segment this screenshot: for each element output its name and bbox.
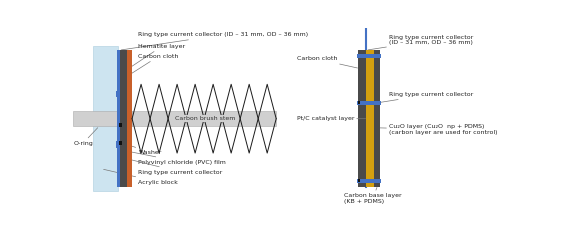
- Text: O-ring: O-ring: [73, 128, 98, 146]
- Bar: [357, 179, 360, 182]
- Text: Ring type current collector (ID – 31 mm, OD – 36 mm): Ring type current collector (ID – 31 mm,…: [121, 32, 308, 50]
- Text: Pt/C catalyst layer: Pt/C catalyst layer: [297, 116, 366, 121]
- Text: Acrylic block: Acrylic block: [104, 169, 178, 184]
- Bar: [357, 102, 360, 104]
- Text: Ring type current collector
(ID – 31 mm, OD – 36 mm): Ring type current collector (ID – 31 mm,…: [368, 35, 473, 50]
- Bar: [117, 50, 120, 188]
- Bar: [73, 111, 132, 126]
- Text: Carbon cloth: Carbon cloth: [123, 54, 179, 79]
- Text: Ring type current collector: Ring type current collector: [118, 157, 223, 175]
- Text: Polyvinyl chloride (PVC) film: Polyvinyl chloride (PVC) film: [118, 149, 226, 164]
- Bar: [127, 50, 132, 188]
- Bar: [120, 141, 122, 145]
- Bar: [120, 50, 127, 188]
- Bar: [374, 50, 380, 188]
- Bar: [357, 55, 381, 58]
- Bar: [116, 91, 122, 97]
- Bar: [357, 50, 366, 188]
- Bar: [357, 102, 381, 105]
- Text: Cu₂O layer (Cu₂O  np + PDMS)
(carbon layer are used for control): Cu₂O layer (Cu₂O np + PDMS) (carbon laye…: [374, 124, 498, 135]
- Text: Washer: Washer: [122, 143, 161, 155]
- Bar: [366, 50, 374, 188]
- Bar: [120, 123, 122, 127]
- Bar: [116, 141, 122, 148]
- Text: Carbon base layer
(KB + PDMS): Carbon base layer (KB + PDMS): [344, 188, 402, 204]
- Text: Carbon cloth: Carbon cloth: [297, 56, 357, 68]
- Text: Carbon brush stem: Carbon brush stem: [175, 116, 236, 121]
- Bar: [93, 46, 118, 191]
- Text: Hematite layer: Hematite layer: [129, 44, 185, 68]
- Bar: [357, 179, 381, 183]
- Bar: [132, 111, 276, 126]
- Text: Ring type current collector: Ring type current collector: [380, 92, 473, 102]
